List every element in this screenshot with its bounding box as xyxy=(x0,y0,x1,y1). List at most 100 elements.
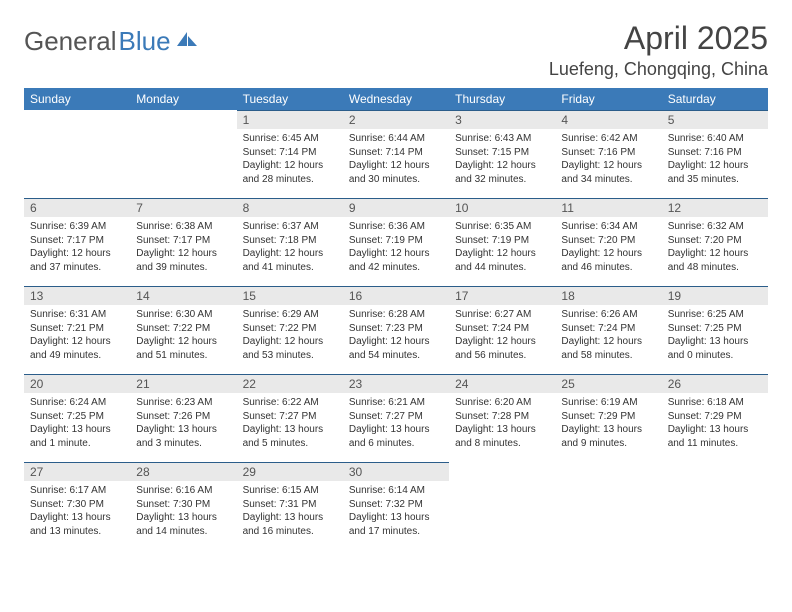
weekday-header: Friday xyxy=(555,88,661,110)
daylight-text-1: Daylight: 13 hours xyxy=(30,423,124,437)
day-body: Sunrise: 6:19 AMSunset: 7:29 PMDaylight:… xyxy=(555,393,661,453)
day-number: 1 xyxy=(237,110,343,129)
calendar-day-cell: 21Sunrise: 6:23 AMSunset: 7:26 PMDayligh… xyxy=(130,374,236,462)
daylight-text-2: and 6 minutes. xyxy=(349,437,443,451)
sunset-text: Sunset: 7:16 PM xyxy=(668,146,762,160)
day-body: Sunrise: 6:31 AMSunset: 7:21 PMDaylight:… xyxy=(24,305,130,365)
day-body: Sunrise: 6:25 AMSunset: 7:25 PMDaylight:… xyxy=(662,305,768,365)
sunrise-text: Sunrise: 6:17 AM xyxy=(30,484,124,498)
day-number: 24 xyxy=(449,374,555,393)
daylight-text-2: and 49 minutes. xyxy=(30,349,124,363)
day-number: 12 xyxy=(662,198,768,217)
daylight-text-1: Daylight: 12 hours xyxy=(136,335,230,349)
calendar-day-cell: 13Sunrise: 6:31 AMSunset: 7:21 PMDayligh… xyxy=(24,286,130,374)
weekday-header: Thursday xyxy=(449,88,555,110)
day-number: 10 xyxy=(449,198,555,217)
daylight-text-2: and 48 minutes. xyxy=(668,261,762,275)
sunrise-text: Sunrise: 6:24 AM xyxy=(30,396,124,410)
day-body: Sunrise: 6:42 AMSunset: 7:16 PMDaylight:… xyxy=(555,129,661,189)
weekday-header: Monday xyxy=(130,88,236,110)
calendar-day-cell: 24Sunrise: 6:20 AMSunset: 7:28 PMDayligh… xyxy=(449,374,555,462)
day-number: 21 xyxy=(130,374,236,393)
weekday-header: Wednesday xyxy=(343,88,449,110)
day-number: 22 xyxy=(237,374,343,393)
sunrise-text: Sunrise: 6:35 AM xyxy=(455,220,549,234)
calendar-day-cell: 23Sunrise: 6:21 AMSunset: 7:27 PMDayligh… xyxy=(343,374,449,462)
daylight-text-1: Daylight: 12 hours xyxy=(668,159,762,173)
day-body: Sunrise: 6:34 AMSunset: 7:20 PMDaylight:… xyxy=(555,217,661,277)
month-title: April 2025 xyxy=(549,20,768,57)
daylight-text-1: Daylight: 13 hours xyxy=(30,511,124,525)
daylight-text-1: Daylight: 12 hours xyxy=(455,247,549,261)
daylight-text-1: Daylight: 12 hours xyxy=(349,247,443,261)
calendar-week-row: 13Sunrise: 6:31 AMSunset: 7:21 PMDayligh… xyxy=(24,286,768,374)
day-body: Sunrise: 6:18 AMSunset: 7:29 PMDaylight:… xyxy=(662,393,768,453)
day-number: 6 xyxy=(24,198,130,217)
daylight-text-1: Daylight: 12 hours xyxy=(668,247,762,261)
day-number: 29 xyxy=(237,462,343,481)
day-body: Sunrise: 6:37 AMSunset: 7:18 PMDaylight:… xyxy=(237,217,343,277)
sunrise-text: Sunrise: 6:20 AM xyxy=(455,396,549,410)
sunrise-text: Sunrise: 6:38 AM xyxy=(136,220,230,234)
location: Luefeng, Chongqing, China xyxy=(549,59,768,80)
sunrise-text: Sunrise: 6:43 AM xyxy=(455,132,549,146)
calendar-day-cell: 15Sunrise: 6:29 AMSunset: 7:22 PMDayligh… xyxy=(237,286,343,374)
calendar-page: GeneralBlue April 2025 Luefeng, Chongqin… xyxy=(0,0,792,570)
sunrise-text: Sunrise: 6:39 AM xyxy=(30,220,124,234)
day-number: 14 xyxy=(130,286,236,305)
calendar-week-row: 27Sunrise: 6:17 AMSunset: 7:30 PMDayligh… xyxy=(24,462,768,550)
sunrise-text: Sunrise: 6:34 AM xyxy=(561,220,655,234)
day-number: 15 xyxy=(237,286,343,305)
sunset-text: Sunset: 7:30 PM xyxy=(136,498,230,512)
day-body: Sunrise: 6:28 AMSunset: 7:23 PMDaylight:… xyxy=(343,305,449,365)
sunset-text: Sunset: 7:31 PM xyxy=(243,498,337,512)
daylight-text-2: and 14 minutes. xyxy=(136,525,230,539)
daylight-text-2: and 32 minutes. xyxy=(455,173,549,187)
sunrise-text: Sunrise: 6:19 AM xyxy=(561,396,655,410)
daylight-text-2: and 56 minutes. xyxy=(455,349,549,363)
sunrise-text: Sunrise: 6:18 AM xyxy=(668,396,762,410)
day-body: Sunrise: 6:43 AMSunset: 7:15 PMDaylight:… xyxy=(449,129,555,189)
calendar-day-cell: 27Sunrise: 6:17 AMSunset: 7:30 PMDayligh… xyxy=(24,462,130,550)
calendar-day-cell: 10Sunrise: 6:35 AMSunset: 7:19 PMDayligh… xyxy=(449,198,555,286)
day-number: 17 xyxy=(449,286,555,305)
calendar-day-cell: 4Sunrise: 6:42 AMSunset: 7:16 PMDaylight… xyxy=(555,110,661,198)
daylight-text-2: and 17 minutes. xyxy=(349,525,443,539)
sunrise-text: Sunrise: 6:21 AM xyxy=(349,396,443,410)
sunset-text: Sunset: 7:25 PM xyxy=(668,322,762,336)
day-body: Sunrise: 6:17 AMSunset: 7:30 PMDaylight:… xyxy=(24,481,130,541)
calendar-day-cell: 11Sunrise: 6:34 AMSunset: 7:20 PMDayligh… xyxy=(555,198,661,286)
day-number: 25 xyxy=(555,374,661,393)
daylight-text-1: Daylight: 12 hours xyxy=(561,159,655,173)
sunset-text: Sunset: 7:30 PM xyxy=(30,498,124,512)
calendar-day-cell: 12Sunrise: 6:32 AMSunset: 7:20 PMDayligh… xyxy=(662,198,768,286)
daylight-text-2: and 13 minutes. xyxy=(30,525,124,539)
calendar-day-cell: 18Sunrise: 6:26 AMSunset: 7:24 PMDayligh… xyxy=(555,286,661,374)
sunset-text: Sunset: 7:29 PM xyxy=(561,410,655,424)
daylight-text-2: and 44 minutes. xyxy=(455,261,549,275)
day-body: Sunrise: 6:15 AMSunset: 7:31 PMDaylight:… xyxy=(237,481,343,541)
sunrise-text: Sunrise: 6:42 AM xyxy=(561,132,655,146)
daylight-text-1: Daylight: 13 hours xyxy=(136,511,230,525)
calendar-day-cell: 22Sunrise: 6:22 AMSunset: 7:27 PMDayligh… xyxy=(237,374,343,462)
day-body: Sunrise: 6:23 AMSunset: 7:26 PMDaylight:… xyxy=(130,393,236,453)
day-body: Sunrise: 6:24 AMSunset: 7:25 PMDaylight:… xyxy=(24,393,130,453)
daylight-text-1: Daylight: 12 hours xyxy=(243,159,337,173)
daylight-text-2: and 37 minutes. xyxy=(30,261,124,275)
day-number: 16 xyxy=(343,286,449,305)
daylight-text-2: and 34 minutes. xyxy=(561,173,655,187)
calendar-day-cell: 1Sunrise: 6:45 AMSunset: 7:14 PMDaylight… xyxy=(237,110,343,198)
title-block: April 2025 Luefeng, Chongqing, China xyxy=(549,20,768,80)
day-number: 30 xyxy=(343,462,449,481)
weekday-header: Sunday xyxy=(24,88,130,110)
sunset-text: Sunset: 7:22 PM xyxy=(243,322,337,336)
sunset-text: Sunset: 7:27 PM xyxy=(349,410,443,424)
sunrise-text: Sunrise: 6:28 AM xyxy=(349,308,443,322)
daylight-text-2: and 30 minutes. xyxy=(349,173,443,187)
daylight-text-2: and 1 minute. xyxy=(30,437,124,451)
daylight-text-1: Daylight: 13 hours xyxy=(136,423,230,437)
day-number: 11 xyxy=(555,198,661,217)
daylight-text-1: Daylight: 12 hours xyxy=(349,159,443,173)
daylight-text-2: and 54 minutes. xyxy=(349,349,443,363)
sunrise-text: Sunrise: 6:23 AM xyxy=(136,396,230,410)
